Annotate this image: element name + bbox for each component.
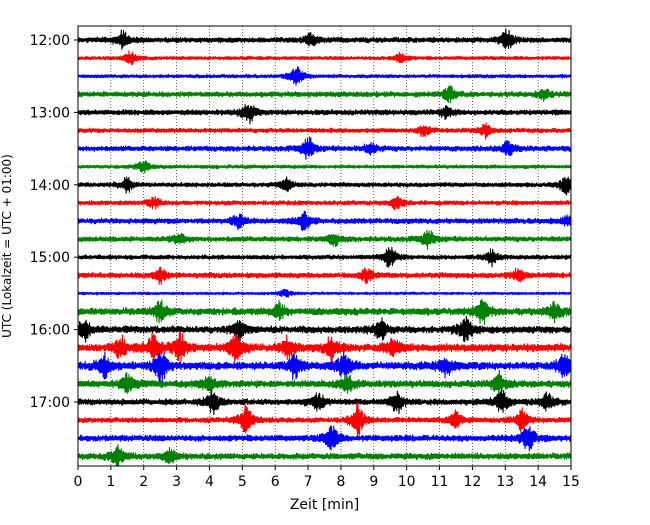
seismic-trace-row xyxy=(77,85,572,104)
y-tick-label: 13:00 xyxy=(30,105,70,121)
x-tick-label: 5 xyxy=(238,474,247,490)
seismic-trace-row xyxy=(77,389,572,416)
x-tick-label: 3 xyxy=(172,474,181,490)
y-tick-label: 12:00 xyxy=(30,33,70,49)
x-tick-label: 10 xyxy=(398,474,416,490)
y-tick-label: 17:00 xyxy=(30,395,70,411)
seismic-trace-row xyxy=(77,425,572,452)
seismic-trace-row xyxy=(77,402,572,437)
seismic-trace-row xyxy=(77,229,572,251)
seismic-trace-row xyxy=(77,103,572,125)
x-tick-label: 1 xyxy=(106,474,115,490)
y-tick-label: 16:00 xyxy=(30,323,70,339)
seismic-trace-row xyxy=(77,136,572,160)
x-tick-label: 6 xyxy=(271,474,280,490)
x-tick-label: 13 xyxy=(496,474,514,490)
seismic-trace-row xyxy=(77,443,572,467)
x-tick-label: 4 xyxy=(205,474,214,490)
x-tick-label: 14 xyxy=(529,474,547,490)
seismic-trace-row xyxy=(77,315,572,343)
x-tick-label: 11 xyxy=(431,474,449,490)
seismic-trace-row xyxy=(77,160,572,174)
seismic-trace-row xyxy=(77,369,572,396)
x-tick-label: 7 xyxy=(304,474,313,490)
seismic-trace-row xyxy=(77,50,572,66)
y-tick-label: 15:00 xyxy=(30,250,70,266)
x-tick-label: 15 xyxy=(562,474,580,490)
x-tick-label: 12 xyxy=(463,474,481,490)
seismic-trace-row xyxy=(77,298,572,325)
y-axis-label: UTC (Lokalzeit = UTC + 01:00) xyxy=(0,154,14,338)
seismic-trace-row xyxy=(77,28,572,50)
trace-group xyxy=(77,28,572,467)
y-tick-label: 14:00 xyxy=(30,178,70,194)
x-tick-label: 9 xyxy=(369,474,378,490)
x-tick-label: 0 xyxy=(74,474,83,490)
x-tick-label: 2 xyxy=(139,474,148,490)
x-axis-ticks: 0 1 2 3 4 5 6 7 8 9 10 11 12 13 14 15 xyxy=(74,466,580,490)
seismic-trace-row xyxy=(77,195,572,211)
seismic-trace-row xyxy=(77,176,572,196)
seismic-trace-row xyxy=(77,246,572,269)
seismic-trace-row xyxy=(77,288,572,298)
x-tick-label: 8 xyxy=(336,474,345,490)
seismic-trace-row xyxy=(77,66,572,86)
seismic-trace-row xyxy=(77,330,572,363)
grid-lines xyxy=(110,26,539,466)
x-axis-label: Zeit [min] xyxy=(290,497,359,513)
seismic-trace-row xyxy=(77,266,572,286)
plot-frame xyxy=(77,25,572,467)
y-axis-ticks: 12:00 13:00 14:00 15:00 16:00 17:00 xyxy=(30,33,78,411)
seismic-trace-row xyxy=(77,122,572,140)
seismic-trace-row xyxy=(77,210,572,231)
